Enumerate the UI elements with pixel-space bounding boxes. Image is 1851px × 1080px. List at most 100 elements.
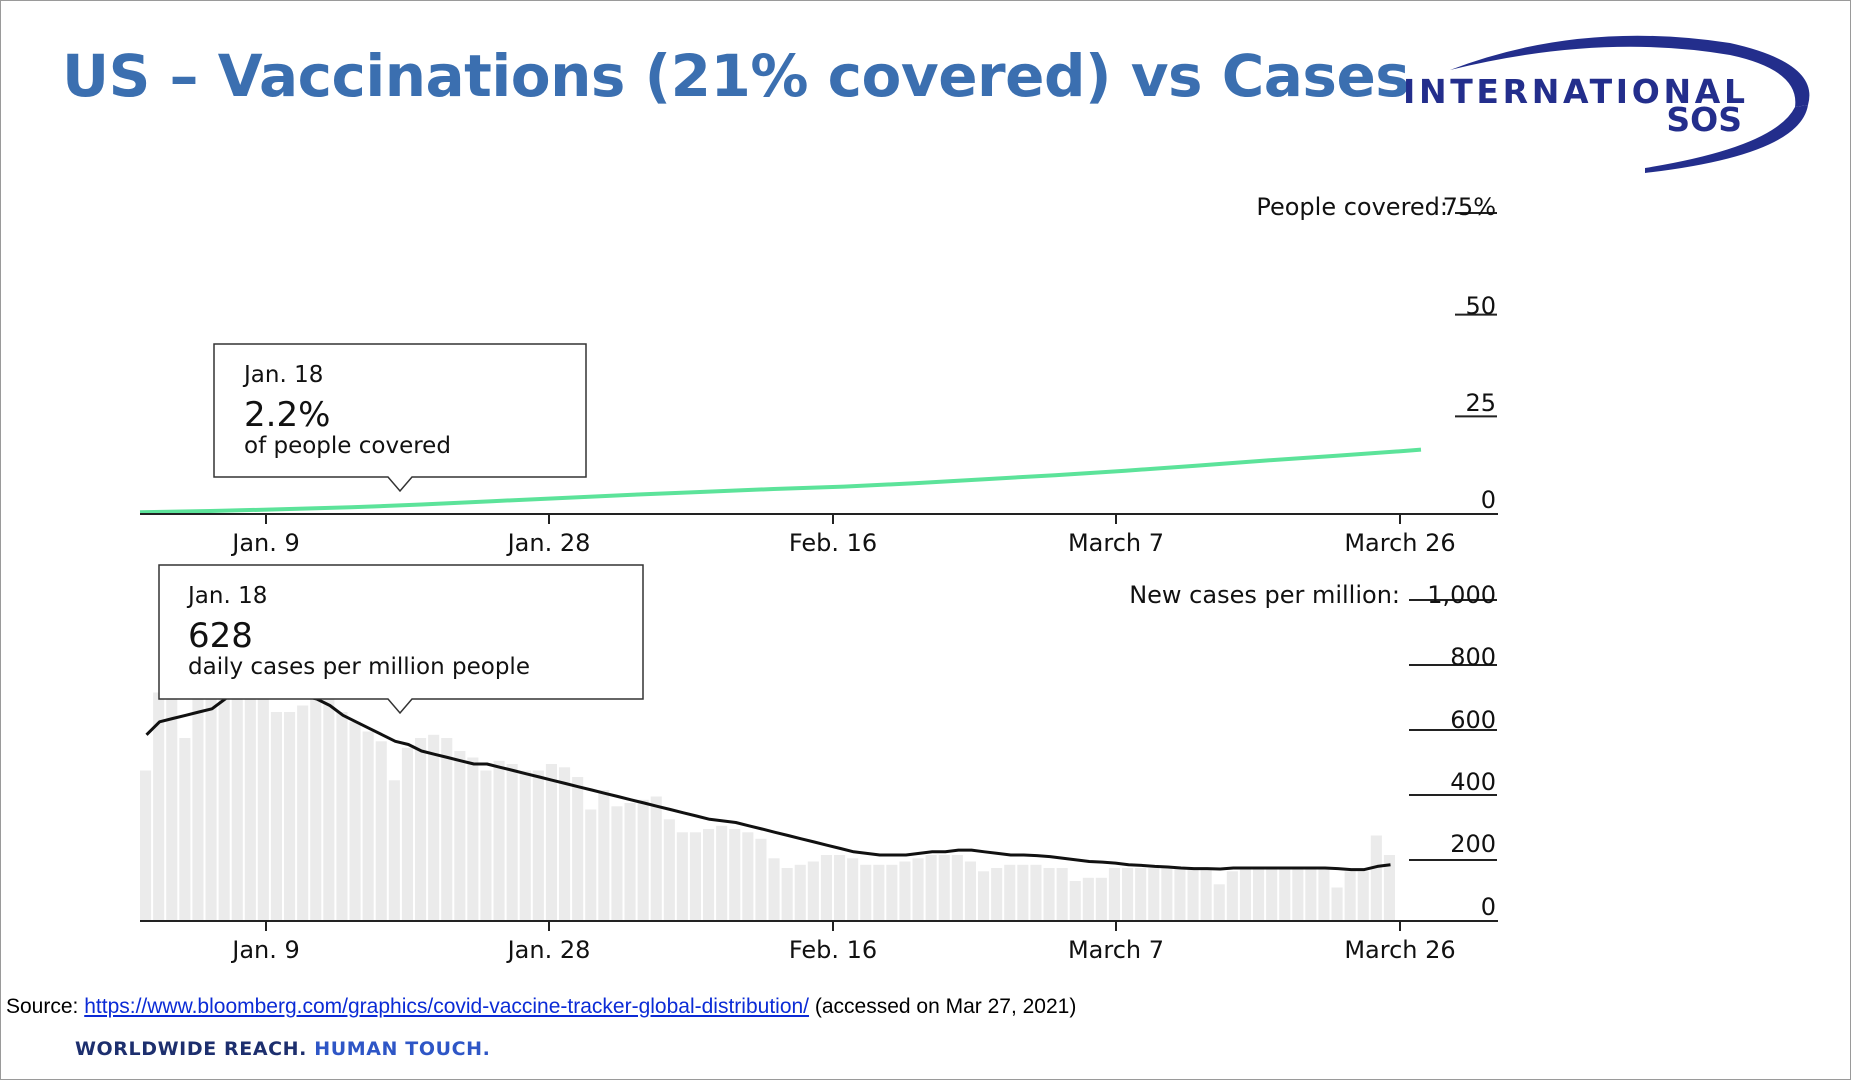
case-bar	[781, 868, 793, 920]
case-bar	[899, 861, 911, 920]
international-sos-logo: INTERNATIONAL SOS	[1403, 35, 1810, 173]
tagline: WORLDWIDE REACH. HUMAN TOUCH.	[75, 1038, 490, 1060]
case-bar	[454, 751, 466, 920]
case-bar	[284, 712, 296, 920]
case-bar	[1174, 868, 1186, 920]
case-bar	[637, 799, 649, 921]
case-bar	[231, 663, 243, 921]
case-bar	[153, 692, 165, 920]
case-bar	[244, 666, 256, 920]
source-link[interactable]: https://www.bloomberg.com/graphics/covid…	[84, 995, 810, 1018]
case-bar	[820, 855, 832, 920]
case-bar	[166, 699, 178, 920]
case-bar	[1148, 868, 1160, 920]
case-bar	[1069, 881, 1081, 920]
vaccination-y-axis-label: People covered:	[1256, 193, 1448, 221]
source-suffix: (accessed on Mar 27, 2021)	[809, 995, 1077, 1018]
case-bar	[179, 738, 191, 920]
case-bar	[964, 861, 976, 920]
slide-title: US – Vaccinations (21% covered) vs Cases	[62, 42, 1410, 110]
case-bar	[428, 734, 440, 921]
case-bar	[1266, 868, 1278, 920]
case-bar	[349, 721, 361, 921]
case-bar	[415, 738, 427, 920]
vaccination-callout-value: 2.2%	[244, 395, 330, 435]
case-bar	[336, 712, 348, 920]
vaccination-y-tick-25: 25	[1465, 389, 1496, 417]
cases-callout-value: 628	[188, 616, 253, 656]
vaccination-x-tick-march26: March 26	[1344, 529, 1455, 557]
case-bar	[205, 679, 217, 920]
cases-callout-box	[158, 564, 644, 715]
case-bar	[467, 757, 479, 920]
case-bar	[297, 705, 309, 920]
case-bar	[270, 712, 282, 920]
case-bar	[1213, 884, 1225, 921]
cases-y-tick-400: 400	[1450, 768, 1496, 796]
case-bar	[938, 855, 950, 920]
case-bar	[257, 673, 269, 920]
case-bar	[1226, 871, 1238, 921]
cases-x-tick-jan28: Jan. 28	[506, 936, 591, 964]
case-bar	[1292, 868, 1304, 920]
case-bar	[388, 780, 400, 921]
vaccination-y-tick-0: 0	[1481, 486, 1496, 514]
cases-y-tick-600: 600	[1450, 706, 1496, 734]
vaccination-x-tick-jan28: Jan. 28	[506, 529, 591, 557]
case-bar	[611, 806, 623, 921]
case-bar	[1239, 868, 1251, 920]
cases-x-tick-jan9: Jan. 9	[230, 936, 300, 964]
case-bar	[1344, 871, 1356, 921]
case-bar	[1370, 835, 1382, 920]
case-bar	[689, 832, 701, 921]
case-bar	[1253, 868, 1265, 920]
case-bar	[834, 855, 846, 920]
case-bar	[1004, 864, 1016, 921]
case-bar	[401, 747, 413, 921]
gridlines-layer	[1409, 212, 1497, 861]
case-bar	[768, 858, 780, 921]
source-prefix: Source:	[6, 995, 85, 1018]
case-bar	[559, 767, 571, 921]
vaccination-callout: Jan. 18 2.2% of people covered	[213, 343, 587, 493]
case-bar	[493, 760, 505, 921]
case-bar	[807, 861, 819, 920]
series-lines-layer	[139, 447, 1422, 872]
case-bar	[310, 695, 322, 921]
cases-x-tick-feb16: Feb. 16	[789, 936, 877, 964]
case-bar	[1122, 868, 1134, 920]
cases-y-tick-200: 200	[1450, 830, 1496, 858]
case-bar	[873, 864, 885, 921]
case-bar	[991, 868, 1003, 920]
case-bar	[1200, 868, 1212, 920]
case-bar	[140, 770, 152, 920]
case-bar	[506, 764, 518, 920]
vaccination-callout-date: Jan. 18	[242, 362, 323, 388]
cases-y-tick-0: 0	[1481, 893, 1496, 921]
case-bar	[1318, 868, 1330, 920]
axes-layer	[140, 513, 1498, 931]
case-bar	[480, 770, 492, 920]
tagline-part2: HUMAN TOUCH.	[307, 1038, 491, 1060]
case-bar	[532, 770, 544, 920]
case-bar	[1017, 864, 1029, 921]
cases-x-tick-march26: March 26	[1344, 936, 1455, 964]
cases-y-tick-1000: 1,000	[1427, 581, 1496, 609]
case-bar	[978, 871, 990, 921]
case-bar	[585, 809, 597, 920]
cases-callout-date: Jan. 18	[186, 583, 267, 609]
case-bar	[755, 838, 767, 921]
case-bar	[742, 832, 754, 921]
case-bar	[362, 731, 374, 920]
case-bar	[663, 819, 675, 921]
logo-swoosh-bottom	[1645, 105, 1808, 173]
case-bar	[192, 692, 204, 920]
case-bar	[1135, 868, 1147, 920]
vaccination-y-tick-75: 75%	[1443, 193, 1496, 221]
vaccination-x-tick-march7: March 7	[1068, 529, 1164, 557]
case-bar	[847, 858, 859, 921]
case-bar	[1383, 855, 1395, 920]
case-bar	[1056, 868, 1068, 920]
case-bar	[545, 764, 557, 920]
